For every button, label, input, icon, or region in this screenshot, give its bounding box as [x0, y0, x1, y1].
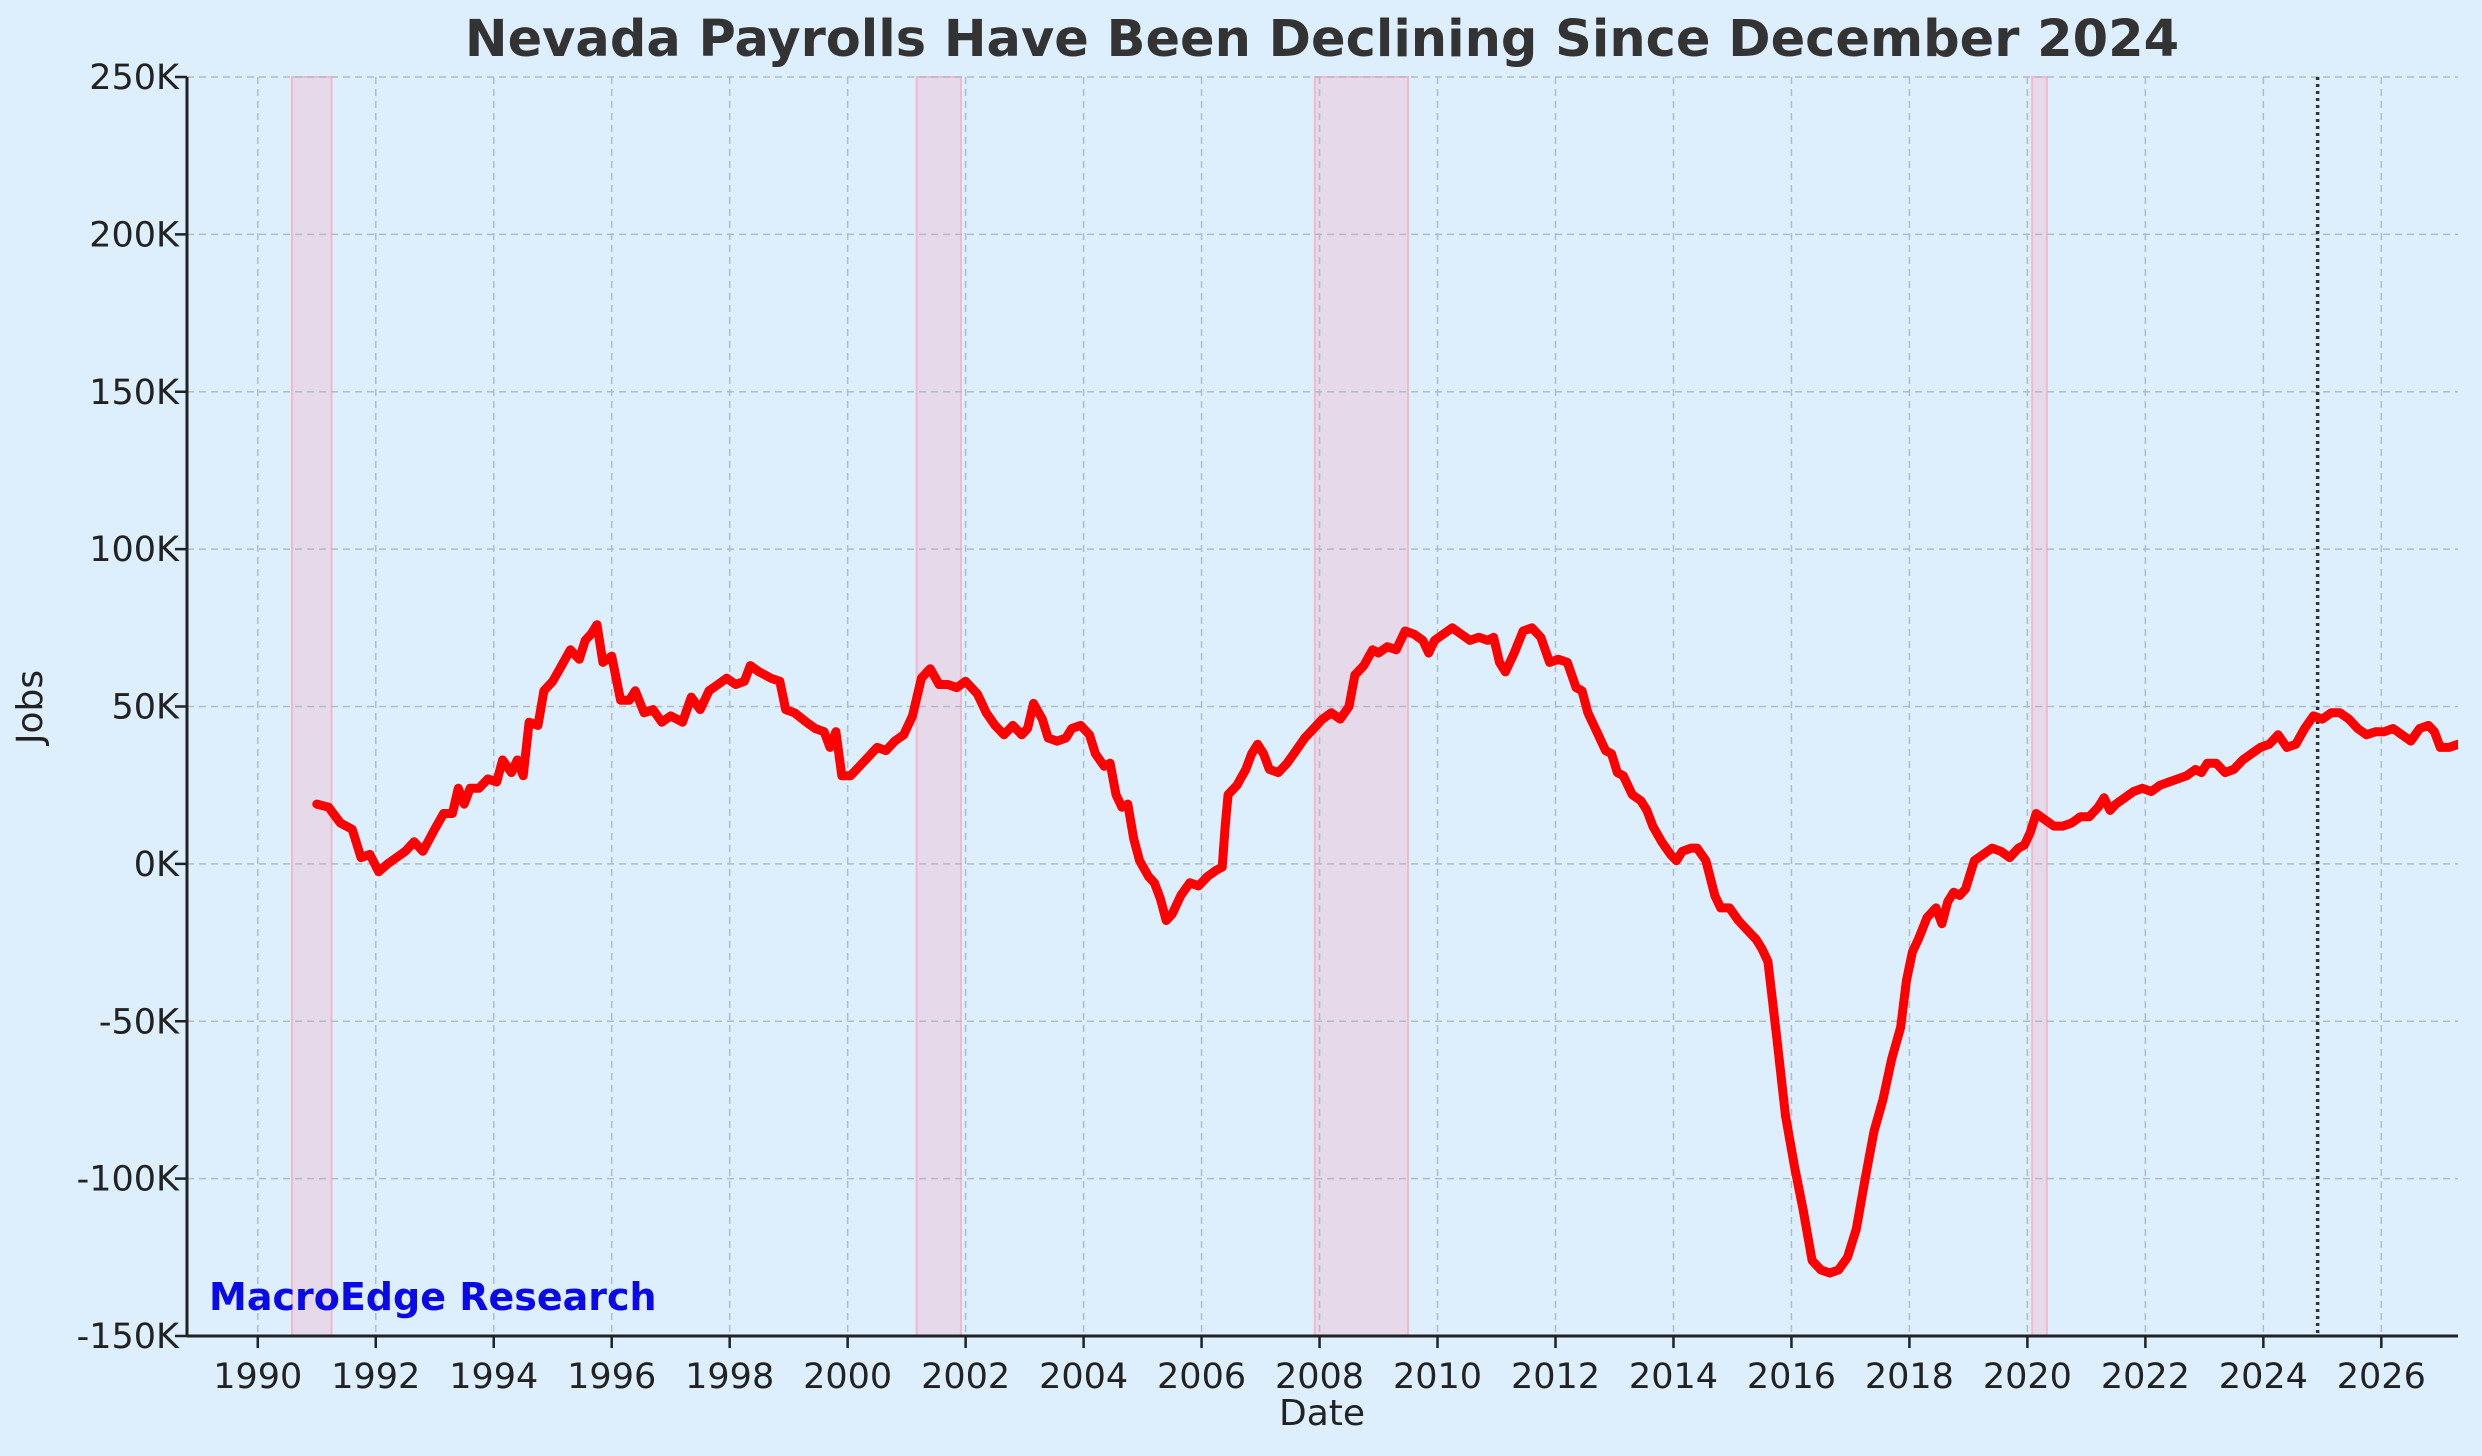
y-axis-label: Jobs — [10, 670, 51, 746]
series-layer — [312, 620, 2458, 1278]
x-tick-label: 1992 — [331, 1357, 420, 1397]
y-tick-label: -150K — [77, 1317, 180, 1357]
axes: 1990 1992 1994 1996 1998 2000 2002 2004 2006 2008… — [77, 58, 2458, 1397]
x-tick-label: 2020 — [1983, 1357, 2072, 1397]
x-tick-label: 1994 — [449, 1357, 538, 1397]
x-tick-label: 2022 — [2101, 1357, 2190, 1397]
y-tick-label: 50K — [112, 688, 181, 728]
x-tick-label: 2018 — [1865, 1357, 1954, 1397]
x-tick-label: 2008 — [1275, 1357, 1364, 1397]
x-tick-label: 2024 — [2219, 1357, 2308, 1397]
x-tick-label: 1998 — [685, 1357, 774, 1397]
y-tick-label: 150K — [89, 373, 180, 413]
y-tick-label: -100K — [77, 1160, 180, 1200]
x-tick-label: 2016 — [1747, 1357, 1836, 1397]
watermark-text: MacroEdge Research — [209, 1275, 657, 1319]
grid-lines — [187, 76, 2458, 1337]
y-tick-label: 100K — [89, 530, 180, 570]
x-tick-label: 2014 — [1629, 1357, 1718, 1397]
series-line-1 — [312, 620, 2458, 1278]
y-tick-label: 250K — [89, 58, 180, 98]
y-tick-label: 200K — [89, 215, 180, 255]
x-tick-label: 2000 — [803, 1357, 892, 1397]
chart-text: Nevada Payrolls Have Been Declining Sinc… — [10, 10, 2179, 1434]
x-tick-label: 2006 — [1157, 1357, 1246, 1397]
chart-title: Nevada Payrolls Have Been Declining Sinc… — [465, 10, 2179, 69]
x-tick-label: 2004 — [1039, 1357, 1128, 1397]
x-tick-label: 2012 — [1511, 1357, 1600, 1397]
y-tick-label: 0K — [134, 845, 180, 885]
x-tick-label: 1996 — [567, 1357, 656, 1397]
x-tick-label: 2002 — [921, 1357, 1010, 1397]
x-tick-label: 1990 — [213, 1357, 302, 1397]
x-tick-label: 2010 — [1393, 1357, 1482, 1397]
x-tick-label: 2026 — [2337, 1357, 2426, 1397]
y-tick-label: -50K — [99, 1002, 180, 1042]
x-axis-label: Date — [1279, 1393, 1365, 1434]
